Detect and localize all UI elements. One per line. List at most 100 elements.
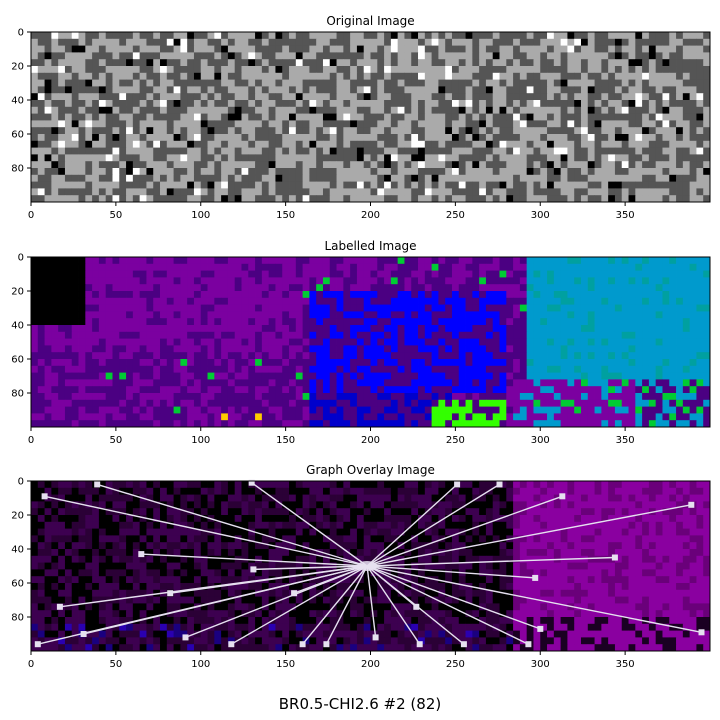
image-pixel [594,32,602,40]
label-pixel [309,399,317,407]
image-pixel [322,32,331,40]
label-pixel [547,331,555,339]
image-pixel [431,140,439,148]
image-pixel [458,100,466,108]
image-pixel [139,113,147,121]
label-pixel [139,291,147,299]
image-pixel [384,86,392,94]
label-pixel [377,338,385,346]
label-pixel [126,291,134,299]
image-pixel [703,86,711,94]
image-pixel [160,72,168,80]
label-pixel [567,393,575,401]
label-pixel [404,297,412,305]
image-pixel [567,120,575,128]
label-pixel [513,379,521,387]
image-pixel [696,181,704,189]
image-pixel [214,72,222,80]
label-pixel [71,413,79,421]
label-pixel [479,270,487,278]
image-pixel [255,161,263,169]
label-pixel [193,318,202,326]
label-pixel [431,365,439,373]
label-pixel [580,338,589,346]
label-pixel [289,413,297,421]
image-pixel [621,134,629,142]
label-pixel [295,325,303,333]
image-pixel [363,45,371,53]
image-pixel [445,168,453,176]
image-pixel [316,106,324,114]
label-pixel [255,318,263,326]
image-pixel [411,52,419,60]
image-pixel [485,195,494,203]
image-pixel [547,72,555,80]
image-pixel [689,106,697,114]
image-pixel [85,72,93,80]
image-pixel [628,59,636,67]
label-pixel [682,331,691,339]
label-pixel [479,406,487,414]
label-pixel [533,311,541,319]
image-pixel [343,38,351,46]
label-pixel [78,304,86,312]
label-pixel [214,365,222,373]
image-pixel [78,161,86,169]
image-pixel [648,59,657,67]
image-pixel [329,106,337,114]
label-pixel [655,399,663,407]
label-pixel [540,297,548,305]
image-pixel [153,188,161,196]
label-pixel [621,372,629,380]
image-pixel [200,140,208,148]
image-pixel [682,38,691,46]
label-pixel [567,291,575,299]
image-pixel [540,174,548,182]
label-pixel [289,291,297,299]
image-pixel [166,100,174,108]
image-pixel [370,188,378,196]
image-pixel [384,72,392,80]
image-pixel [58,93,66,101]
label-pixel [71,277,79,285]
image-pixel [492,79,500,87]
label-pixel [587,352,595,360]
image-pixel [384,93,392,101]
label-pixel [289,393,297,401]
image-pixel [703,93,711,101]
label-pixel [302,345,310,353]
label-pixel [377,325,385,333]
image-pixel [112,168,120,176]
image-pixel [329,38,337,46]
image-pixel [397,52,405,60]
image-pixel [85,188,93,196]
image-pixel [187,174,195,182]
image-pixel [689,168,697,176]
image-pixel [472,154,480,162]
image-pixel [431,86,439,94]
image-pixel [139,93,147,101]
image-pixel [621,45,629,53]
label-pixel [166,325,174,333]
image-pixel [703,66,711,74]
image-pixel [302,86,310,94]
label-pixel [540,406,548,414]
image-pixel [336,113,344,121]
image-pixel [234,106,242,114]
label-pixel [655,311,663,319]
image-pixel [519,45,528,53]
image-pixel [587,59,595,67]
image-pixel [248,181,256,189]
image-pixel [44,188,52,196]
label-pixel [377,420,385,428]
label-pixel [71,372,79,380]
label-pixel [146,331,154,339]
label-pixel [78,297,86,305]
label-pixel [384,406,392,414]
label-pixel [363,297,371,305]
image-pixel [132,181,141,189]
image-pixel [44,59,52,67]
image-pixel [526,59,534,67]
label-pixel [519,257,528,265]
image-pixel [31,66,39,74]
